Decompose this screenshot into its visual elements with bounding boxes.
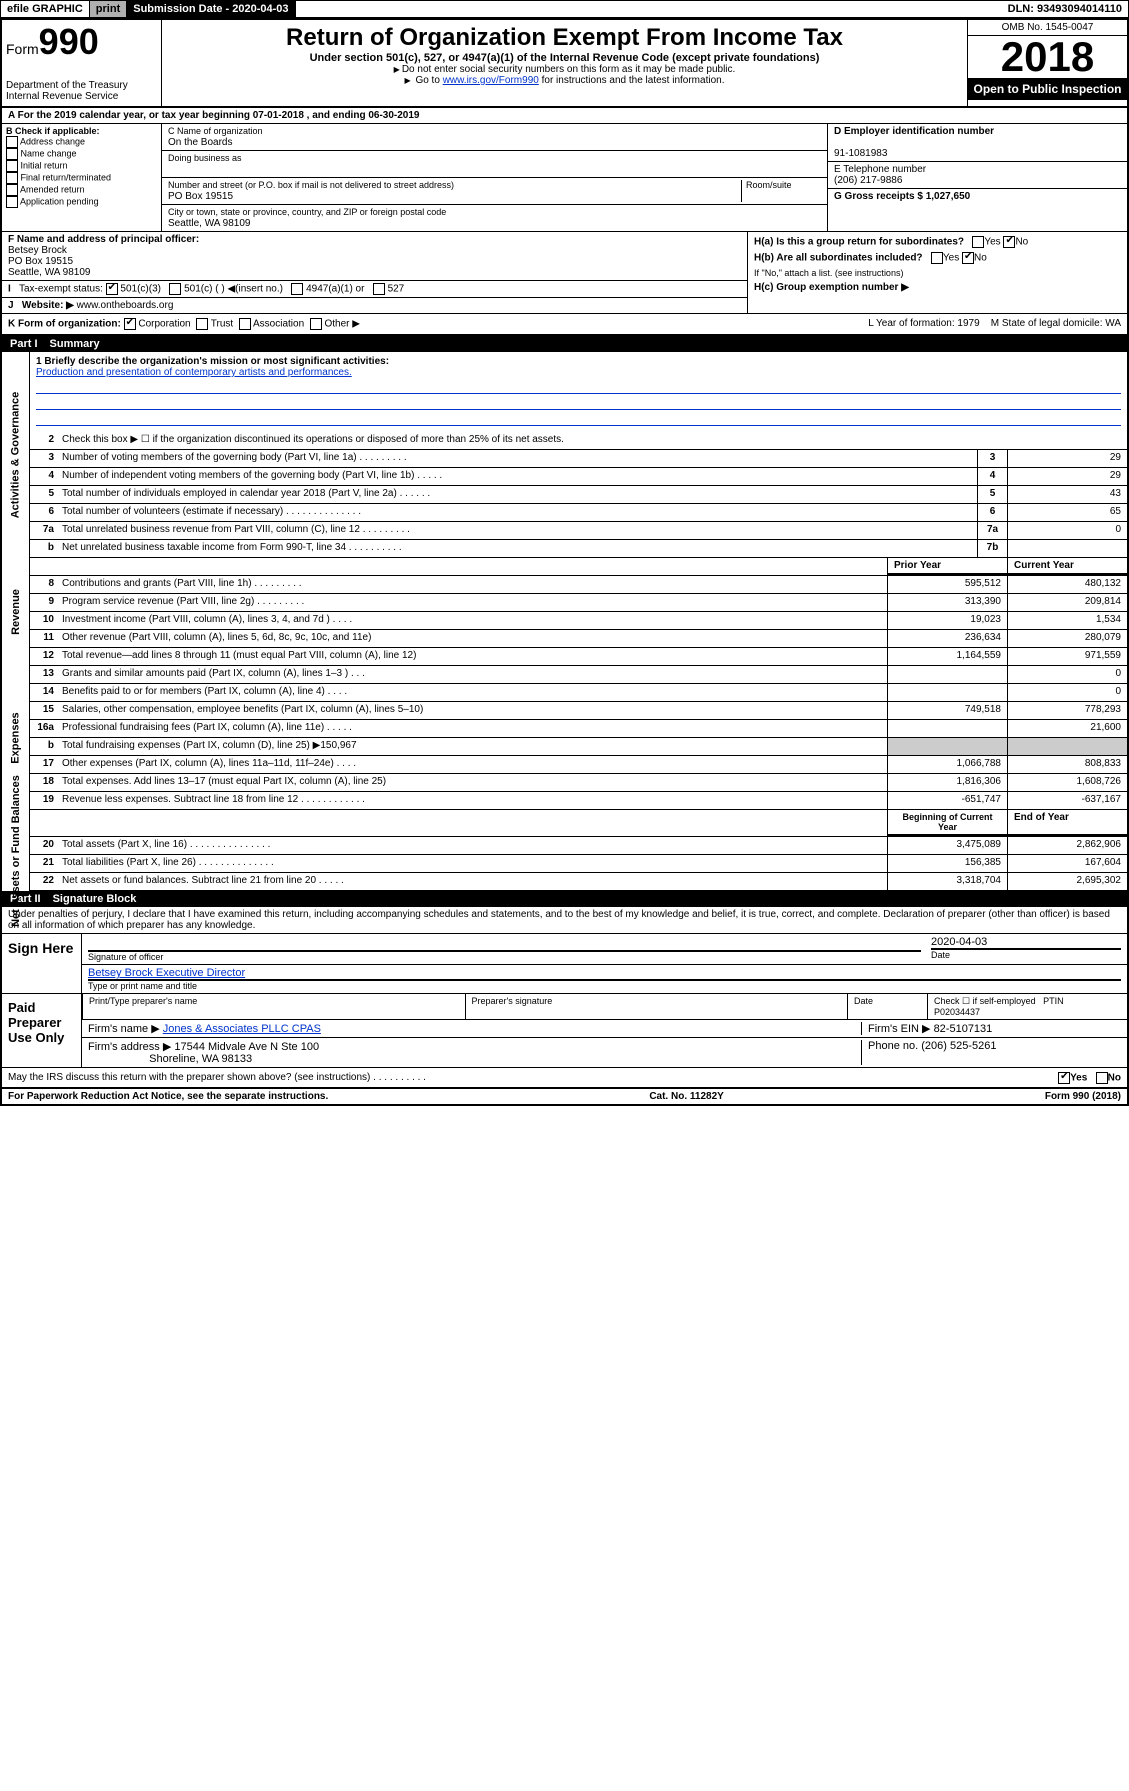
discuss-row: May the IRS discuss this return with the… [2,1068,1127,1089]
table-row: 9Program service revenue (Part VIII, lin… [30,594,1127,612]
cb-name-change[interactable]: Name change [6,148,157,160]
cb-other[interactable] [310,318,322,330]
cb-amended[interactable]: Amended return [6,184,157,196]
cb-trust[interactable] [196,318,208,330]
paid-preparer: Paid Preparer Use Only Print/Type prepar… [2,994,1127,1068]
section-bcd: B Check if applicable: Address change Na… [2,124,1127,232]
mission: 1 Briefly describe the organization's mi… [30,352,1127,432]
cb-assoc[interactable] [239,318,251,330]
cb-final-return[interactable]: Final return/terminated [6,172,157,184]
tax-year: 2018 [968,36,1127,78]
table-row: bNet unrelated business taxable income f… [30,540,1127,558]
website-row: J Website: ▶ www.ontheboards.org [2,298,747,313]
dln: DLN: 93493094014110 [1002,1,1128,17]
cb-corp[interactable] [124,318,136,330]
revenue-section: Revenue Prior YearCurrent Year 8Contribu… [2,558,1127,666]
form-header: Form990 Department of the Treasury Inter… [2,20,1127,108]
firm-phone: (206) 525-5261 [921,1040,996,1052]
expenses-section: Expenses 13Grants and similar amounts pa… [2,666,1127,810]
cb-ha-no[interactable] [1003,236,1015,248]
table-row: 19Revenue less expenses. Subtract line 1… [30,792,1127,810]
note-goto: Go to www.irs.gov/Form990 for instructio… [166,75,963,86]
table-row: 4Number of independent voting members of… [30,468,1127,486]
table-row: 17Other expenses (Part IX, column (A), l… [30,756,1127,774]
telephone: (206) 217-9886 [834,175,902,186]
col-c-org: C Name of organizationOn the Boards Doin… [162,124,827,231]
table-row: 5Total number of individuals employed in… [30,486,1127,504]
cb-address-change[interactable]: Address change [6,136,157,148]
cb-501c3[interactable] [106,283,118,295]
sign-here: Sign Here Signature of officer 2020-04-0… [2,934,1127,994]
submission-date: Submission Date - 2020-04-03 [127,1,295,17]
form-number: Form990 [6,24,157,60]
table-row: 16aProfessional fundraising fees (Part I… [30,720,1127,738]
gross-receipts: G Gross receipts $ 1,027,650 [834,191,970,202]
form-990: Form990 Department of the Treasury Inter… [0,18,1129,1106]
open-public: Open to Public Inspection [968,78,1127,100]
cb-discuss-no[interactable] [1096,1072,1108,1084]
table-row: 12Total revenue—add lines 8 through 11 (… [30,648,1127,666]
ptin: P02034437 [934,1007,980,1017]
row-a-period: A For the 2019 calendar year, or tax yea… [2,108,1127,124]
dept-label: Department of the Treasury Internal Reve… [6,80,157,102]
cb-discuss-yes[interactable] [1058,1072,1070,1084]
org-city: Seattle, WA 98109 [168,218,250,229]
part2-header: Part IISignature Block [2,891,1127,907]
part1-header: Part ISummary [2,336,1127,352]
principal-officer: F Name and address of principal officer:… [2,232,747,281]
form-title: Return of Organization Exempt From Incom… [166,24,963,52]
table-row: 21Total liabilities (Part X, line 26) . … [30,855,1127,873]
cb-initial-return[interactable]: Initial return [6,160,157,172]
table-row: bTotal fundraising expenses (Part IX, co… [30,738,1127,756]
table-row: 11Other revenue (Part VIII, column (A), … [30,630,1127,648]
col-h-group: H(a) Is this a group return for subordin… [747,232,1127,313]
activities-governance: Activities & Governance 1 Briefly descri… [2,352,1127,558]
table-row: 18Total expenses. Add lines 13–17 (must … [30,774,1127,792]
mission-text: Production and presentation of contempor… [36,367,352,378]
perjury-statement: Under penalties of perjury, I declare th… [2,907,1127,934]
efile-label: efile GRAPHIC [1,1,90,17]
org-name: On the Boards [168,137,232,148]
year-formation: L Year of formation: 1979 [868,318,979,329]
tax-exempt-status: I Tax-exempt status: 501(c)(3) 501(c) ( … [2,281,747,298]
note-ssn: Do not enter social security numbers on … [166,64,963,75]
website: www.ontheboards.org [77,300,174,311]
cb-app-pending[interactable]: Application pending [6,196,157,208]
form-subtitle: Under section 501(c), 527, or 4947(a)(1)… [166,52,963,64]
cb-527[interactable] [373,283,385,295]
print-button[interactable]: print [90,1,127,17]
cb-501c[interactable] [169,283,181,295]
officer-name: Betsey Brock Executive Director [88,967,245,979]
table-row: 8Contributions and grants (Part VIII, li… [30,576,1127,594]
table-row: 2Check this box ▶ ☐ if the organization … [30,432,1127,450]
table-row: 6Total number of volunteers (estimate if… [30,504,1127,522]
table-row: 22Net assets or fund balances. Subtract … [30,873,1127,891]
firm-name: Jones & Associates PLLC CPAS [163,1023,321,1035]
state-domicile: M State of legal domicile: WA [991,318,1121,329]
section-kl: K Form of organization: Corporation Trus… [2,314,1127,336]
table-row: 15Salaries, other compensation, employee… [30,702,1127,720]
topbar: efile GRAPHIC print Submission Date - 20… [0,0,1129,18]
section-fhij: F Name and address of principal officer:… [2,232,1127,314]
net-assets-section: Net Assets or Fund Balances Beginning of… [2,810,1127,891]
ein: 91-1081983 [834,148,887,159]
table-row: 10Investment income (Part VIII, column (… [30,612,1127,630]
table-row: 13Grants and similar amounts paid (Part … [30,666,1127,684]
firm-ein: 82-5107131 [934,1023,993,1035]
firm-addr: 17544 Midvale Ave N Ste 100 [174,1041,319,1053]
footer: For Paperwork Reduction Act Notice, see … [2,1089,1127,1104]
irs-link[interactable]: www.irs.gov/Form990 [443,75,539,86]
cb-ha-yes[interactable] [972,236,984,248]
col-b-checkboxes: B Check if applicable: Address change Na… [2,124,162,231]
cb-hb-yes[interactable] [931,252,943,264]
org-address: PO Box 19515 [168,191,233,202]
table-row: 3Number of voting members of the governi… [30,450,1127,468]
cb-4947[interactable] [291,283,303,295]
cb-hb-no[interactable] [962,252,974,264]
table-row: 14Benefits paid to or for members (Part … [30,684,1127,702]
table-row: 7aTotal unrelated business revenue from … [30,522,1127,540]
table-row: 20Total assets (Part X, line 16) . . . .… [30,837,1127,855]
col-d-ein: D Employer identification number91-10819… [827,124,1127,231]
